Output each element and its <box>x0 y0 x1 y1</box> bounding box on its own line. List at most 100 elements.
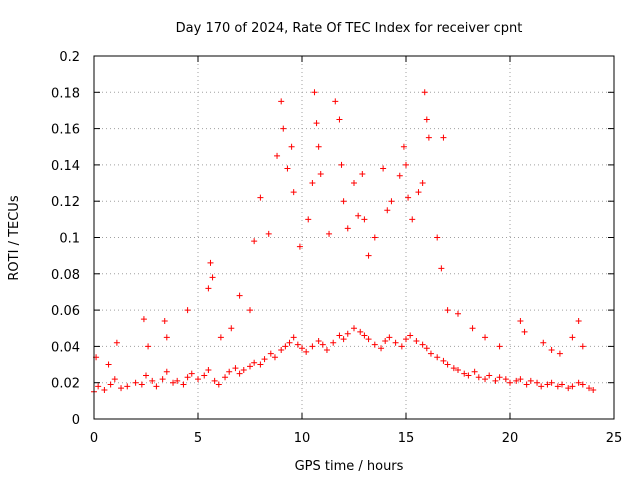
data-point <box>271 354 278 361</box>
data-point <box>444 361 451 368</box>
y-axis-label: ROTI / TECUs <box>7 195 22 280</box>
data-point <box>303 348 310 355</box>
x-tick-label: 20 <box>502 431 519 446</box>
data-point <box>590 386 597 393</box>
y-tick-label: 0.06 <box>51 304 80 319</box>
data-point <box>286 339 293 346</box>
data-point <box>118 385 125 392</box>
data-point <box>226 368 233 375</box>
data-point <box>284 165 291 172</box>
data-point <box>140 316 147 323</box>
data-point <box>465 372 472 379</box>
data-point <box>205 366 212 373</box>
data-point <box>257 361 264 368</box>
data-point <box>290 334 297 341</box>
data-point <box>565 385 572 392</box>
data-point <box>215 381 222 388</box>
data-point <box>294 341 301 348</box>
x-tick-label: 5 <box>194 431 202 446</box>
data-point <box>311 89 318 96</box>
data-point <box>305 216 312 223</box>
data-point <box>113 339 120 346</box>
data-point <box>455 366 461 373</box>
data-point <box>288 143 295 150</box>
data-point <box>427 350 434 357</box>
data-point <box>315 337 322 344</box>
y-tick-label: 0.16 <box>51 123 80 138</box>
x-axis-label: GPS time / hours <box>295 459 404 474</box>
y-tick-label: 0.2 <box>59 50 80 65</box>
y-tick-label: 0.18 <box>51 86 80 101</box>
data-point <box>247 307 253 314</box>
data-point <box>378 345 385 352</box>
data-point <box>434 354 441 361</box>
data-point <box>326 230 333 237</box>
data-point <box>396 172 403 179</box>
y-tick-label: 0.02 <box>51 377 80 392</box>
data-point <box>209 274 216 281</box>
data-point <box>544 381 551 388</box>
data-point <box>486 372 493 379</box>
data-point <box>405 194 412 201</box>
data-point <box>575 317 582 324</box>
data-point <box>124 383 131 390</box>
x-tick-label: 25 <box>606 431 623 446</box>
data-point <box>527 377 534 384</box>
data-point <box>274 152 281 159</box>
data-point <box>338 161 345 168</box>
data-point <box>195 376 201 383</box>
data-point <box>386 334 393 341</box>
x-tick-label: 10 <box>294 431 311 446</box>
data-point <box>184 307 191 314</box>
data-point <box>296 243 303 250</box>
data-point <box>309 343 316 350</box>
data-point <box>398 343 405 350</box>
data-point <box>184 374 191 381</box>
data-point <box>392 339 399 346</box>
data-point <box>384 207 391 214</box>
data-point <box>355 212 362 219</box>
data-point <box>180 381 187 388</box>
data-point <box>163 334 170 341</box>
data-point <box>548 347 555 354</box>
data-point <box>251 359 258 366</box>
data-point <box>434 234 441 241</box>
data-point <box>517 376 524 383</box>
data-point <box>496 343 503 350</box>
data-point <box>207 259 214 266</box>
data-point <box>332 98 339 105</box>
data-point <box>105 361 112 368</box>
data-point <box>290 189 297 196</box>
data-point <box>380 165 387 172</box>
data-point <box>351 325 357 332</box>
data-point <box>159 376 166 383</box>
data-point <box>419 341 426 348</box>
data-point <box>388 198 395 205</box>
y-tick-label: 0.14 <box>51 159 80 174</box>
data-point <box>579 343 586 350</box>
data-point <box>548 379 555 386</box>
data-point <box>138 381 145 388</box>
data-point <box>111 376 118 383</box>
data-point <box>523 381 530 388</box>
axis-ticks: 0 5 10 15 20 25 0 0.02 0.04 0.06 0.08 0.1 0.12 0.14 0.… <box>51 50 622 446</box>
data-point <box>455 310 461 317</box>
data-point <box>319 341 326 348</box>
data-point <box>278 98 285 105</box>
data-point <box>382 337 389 344</box>
data-point <box>415 189 422 196</box>
data-point <box>423 116 430 123</box>
data-point <box>149 377 156 384</box>
data-point <box>351 180 357 187</box>
data-point <box>217 334 224 341</box>
data-point <box>201 372 208 379</box>
data-point <box>174 377 181 384</box>
data-point <box>444 307 451 314</box>
data-point <box>492 377 499 384</box>
data-point <box>228 325 235 332</box>
data-point <box>440 134 447 141</box>
data-point <box>240 366 247 373</box>
data-point <box>403 161 409 168</box>
x-tick-label: 15 <box>398 431 415 446</box>
